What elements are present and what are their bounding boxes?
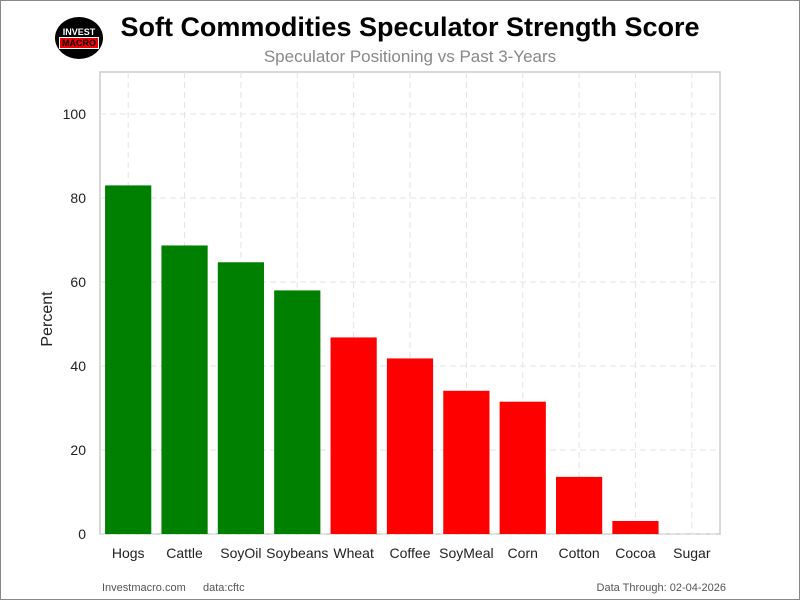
logo-line1: INVEST — [62, 27, 96, 37]
y-axis-label: Percent — [39, 291, 56, 347]
x-tick-label: SoyMeal — [439, 545, 493, 561]
y-tick-label: 100 — [63, 106, 87, 122]
y-tick-label: 20 — [70, 442, 86, 458]
x-tick-label: Hogs — [112, 545, 145, 561]
x-tick-label: Coffee — [390, 545, 431, 561]
footer-source: data:cftc — [203, 582, 245, 594]
footer-date: Data Through: 02-04-2026 — [596, 582, 726, 594]
x-tick-label: Sugar — [673, 545, 711, 561]
bar-coffee — [386, 358, 434, 534]
bar-corn — [499, 401, 546, 534]
y-tick-label: 80 — [70, 190, 86, 206]
footer-site: Investmacro.com — [102, 582, 186, 594]
y-tick-label: 40 — [70, 358, 86, 374]
y-tick-label: 60 — [70, 274, 86, 290]
x-tick-label: Cotton — [558, 545, 599, 561]
bar-hogs — [105, 185, 152, 534]
bar-cocoa — [612, 520, 659, 534]
bar-cotton — [555, 476, 603, 534]
chart-title: Soft Commodities Speculator Strength Sco… — [120, 12, 700, 42]
x-tick-label: Cocoa — [615, 545, 656, 561]
bar-soymeal — [443, 390, 490, 534]
chart-subtitle: Speculator Positioning vs Past 3-Years — [263, 47, 557, 66]
logo-line2: MACRO — [59, 37, 99, 49]
bar-cattle — [161, 245, 208, 534]
bar-soybeans — [274, 290, 321, 534]
x-tick-label: Corn — [508, 545, 538, 561]
x-tick-label: Cattle — [166, 545, 203, 561]
investmacro-logo: INVEST MACRO — [55, 17, 103, 59]
x-tick-label: Wheat — [333, 545, 374, 561]
bar-wheat — [330, 337, 377, 534]
x-tick-label: Soybeans — [266, 545, 328, 561]
y-tick-label: 0 — [78, 526, 86, 542]
x-tick-label: SoyOil — [220, 545, 261, 561]
bar-soyoil — [217, 262, 265, 534]
